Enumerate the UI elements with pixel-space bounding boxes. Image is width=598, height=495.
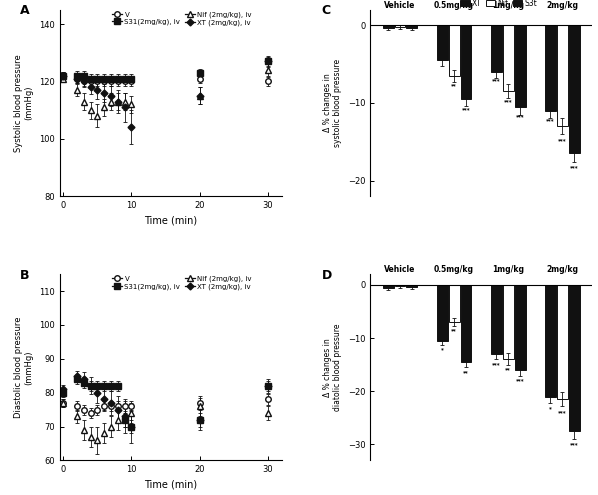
Bar — [491, 25, 502, 72]
Text: **: ** — [451, 329, 457, 334]
Text: ***: *** — [558, 410, 566, 415]
Bar — [491, 285, 502, 354]
Bar — [557, 25, 568, 126]
Text: 0.5mg/kg: 0.5mg/kg — [434, 1, 474, 10]
Bar — [557, 285, 568, 399]
Legend: V, S31(2mg/kg), iv, Nif (2mg/kg), iv, XT (2mg/kg), iv: V, S31(2mg/kg), iv, Nif (2mg/kg), iv, XT… — [112, 11, 252, 26]
Bar — [437, 25, 448, 60]
Bar — [503, 25, 514, 92]
X-axis label: Time (min): Time (min) — [144, 480, 197, 490]
Text: ***: *** — [515, 378, 524, 383]
Text: Vehicle: Vehicle — [385, 1, 416, 10]
Y-axis label: Δ % changes in
diatolic blood pressure: Δ % changes in diatolic blood pressure — [323, 324, 342, 411]
Bar — [503, 285, 514, 359]
Text: 1mg/kg: 1mg/kg — [492, 1, 524, 10]
Bar — [545, 25, 556, 111]
Bar — [383, 25, 393, 28]
Text: ***: *** — [570, 442, 578, 446]
Text: ***: *** — [492, 362, 501, 367]
Text: Vehicle: Vehicle — [385, 265, 416, 274]
Legend: XT, Nif, S3t: XT, Nif, S3t — [460, 0, 537, 8]
Text: ***: *** — [558, 138, 566, 143]
Y-axis label: Δ % changes in
systolic blood pressure: Δ % changes in systolic blood pressure — [323, 59, 342, 147]
Text: ***: *** — [570, 165, 578, 170]
Text: **: ** — [451, 84, 457, 89]
Text: C: C — [322, 4, 331, 17]
Text: B: B — [20, 269, 29, 282]
Text: 2mg/kg: 2mg/kg — [546, 265, 578, 274]
Text: ***: *** — [515, 115, 524, 120]
Text: ***: *** — [492, 78, 501, 83]
X-axis label: Time (min): Time (min) — [144, 215, 197, 225]
Y-axis label: Diastolic blood pressure
(mmHg): Diastolic blood pressure (mmHg) — [14, 316, 33, 418]
Bar — [437, 285, 448, 341]
Bar — [569, 285, 579, 431]
Legend: V, S31(2mg/kg), iv, Nif (2mg/kg), iv, XT (2mg/kg), iv: V, S31(2mg/kg), iv, Nif (2mg/kg), iv, XT… — [112, 276, 252, 290]
Text: D: D — [322, 269, 332, 282]
Text: ***: *** — [462, 107, 470, 112]
Bar — [569, 25, 579, 153]
Bar — [515, 285, 526, 370]
Bar — [407, 285, 417, 287]
Text: A: A — [20, 4, 29, 17]
Bar — [448, 285, 460, 322]
Bar — [515, 25, 526, 107]
Text: 2mg/kg: 2mg/kg — [546, 1, 578, 10]
Text: *: * — [549, 406, 552, 411]
Bar — [448, 25, 460, 76]
Text: **: ** — [505, 367, 511, 372]
Bar — [395, 25, 405, 27]
Y-axis label: Systolic blood pressure
(mmHg): Systolic blood pressure (mmHg) — [14, 54, 33, 152]
Bar — [383, 285, 393, 288]
Bar — [395, 285, 405, 287]
Text: 0.5mg/kg: 0.5mg/kg — [434, 265, 474, 274]
Bar — [545, 285, 556, 396]
Bar — [460, 25, 471, 99]
Bar — [460, 285, 471, 362]
Bar — [407, 25, 417, 28]
Text: ***: *** — [546, 118, 555, 123]
Text: ***: *** — [504, 99, 512, 104]
Text: **: ** — [463, 370, 469, 375]
Text: *: * — [441, 347, 444, 352]
Text: 1mg/kg: 1mg/kg — [492, 265, 524, 274]
